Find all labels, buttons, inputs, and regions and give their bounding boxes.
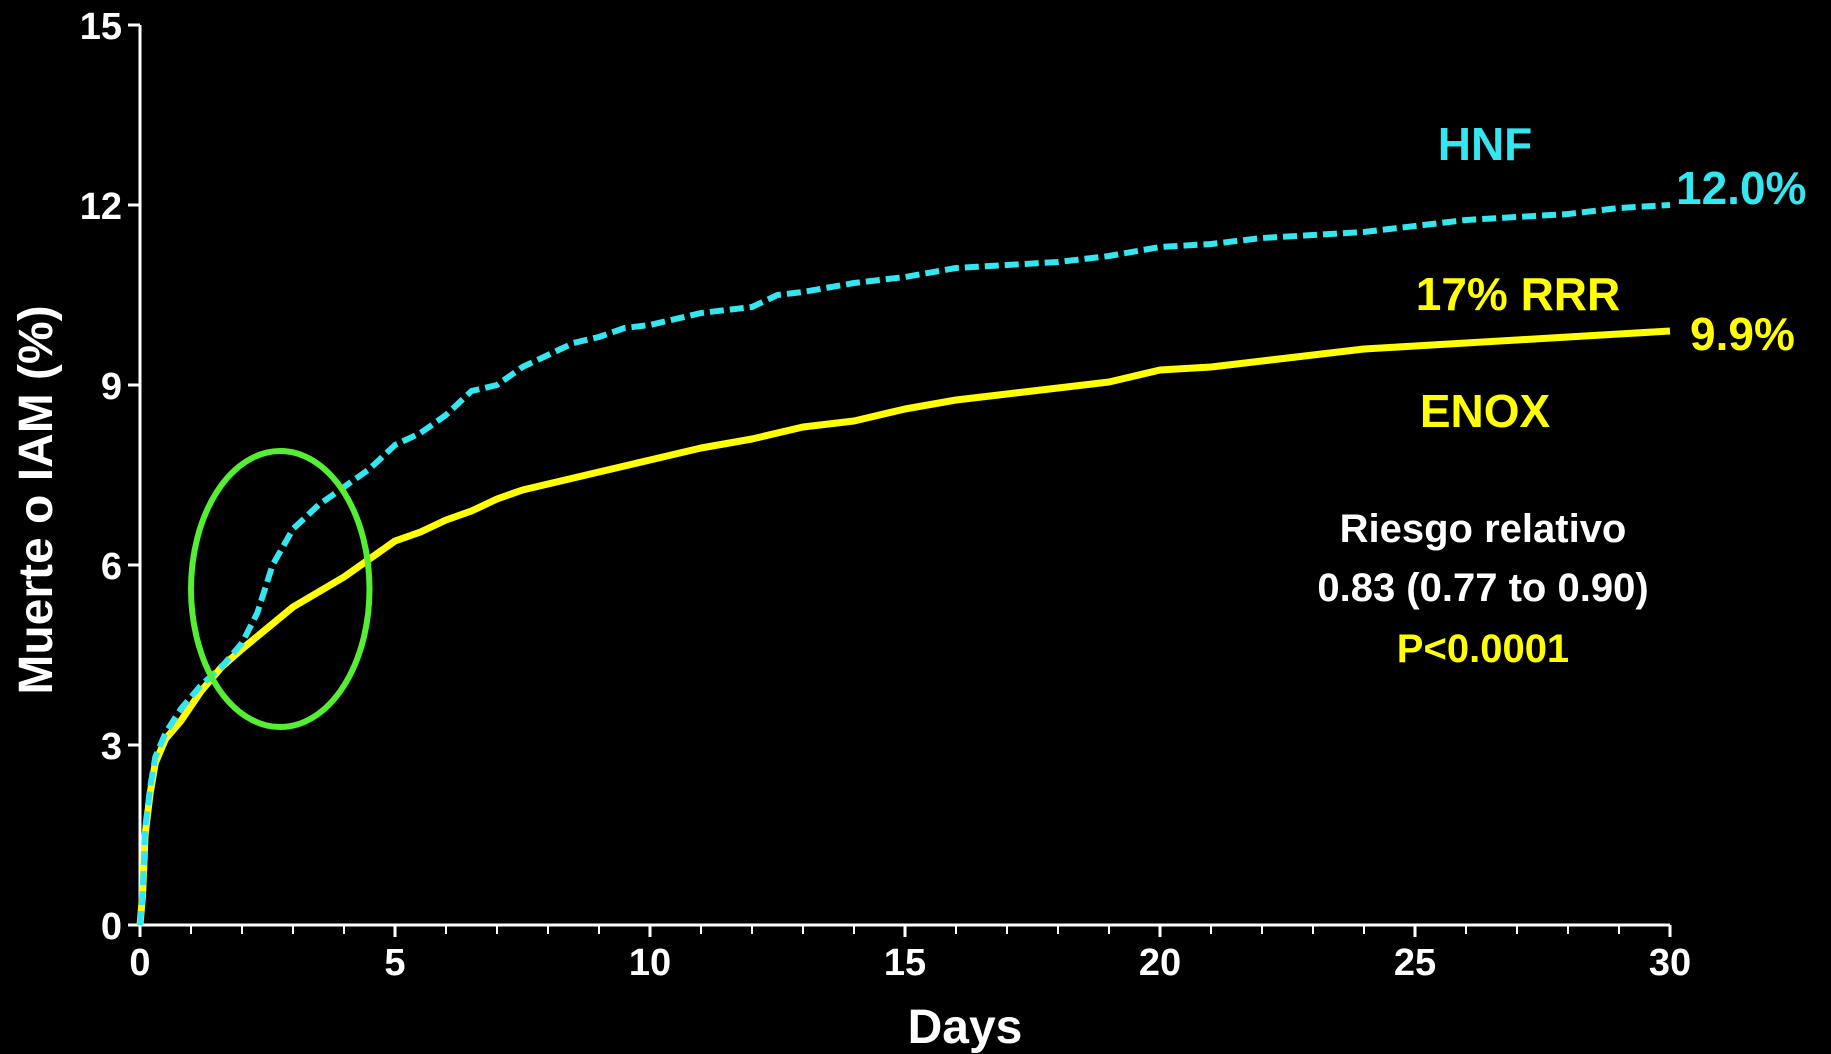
hnf-series-label: HNF: [1438, 118, 1533, 170]
y-axis-label: Muerte o IAM (%): [10, 305, 63, 694]
x-tick-label: 5: [384, 942, 405, 984]
y-tick-label: 3: [101, 726, 122, 768]
y-tick-label: 15: [80, 6, 122, 48]
hnf-end-value-label: 12.0%: [1676, 162, 1806, 214]
x-tick-label: 25: [1394, 942, 1436, 984]
relative-risk-value: 0.83 (0.77 to 0.90): [1317, 566, 1648, 610]
x-tick-label: 0: [129, 942, 150, 984]
y-tick-label: 6: [101, 546, 122, 588]
x-axis-ticks: 0 5 10 15 20 25 30: [129, 925, 1691, 984]
highlight-ellipse: [188, 448, 373, 730]
y-tick-label: 12: [80, 186, 122, 228]
x-tick-label: 20: [1139, 942, 1181, 984]
relative-risk-title: Riesgo relativo: [1340, 507, 1627, 551]
y-tick-label: 0: [101, 906, 122, 948]
y-axis-ticks: 0 3 6 9 12 15: [80, 6, 140, 948]
series-line-hnf: [137, 202, 1671, 926]
x-axis-label: Days: [908, 1001, 1023, 1054]
x-tick-label: 15: [884, 942, 926, 984]
p-value-label: P<0.0001: [1397, 627, 1569, 671]
enox-end-value-label: 9.9%: [1690, 308, 1795, 360]
rrr-label: 17% RRR: [1416, 268, 1621, 320]
x-tick-label: 30: [1649, 942, 1691, 984]
x-tick-label: 10: [629, 942, 671, 984]
y-tick-label: 9: [101, 366, 122, 408]
enox-series-label: ENOX: [1420, 385, 1551, 437]
